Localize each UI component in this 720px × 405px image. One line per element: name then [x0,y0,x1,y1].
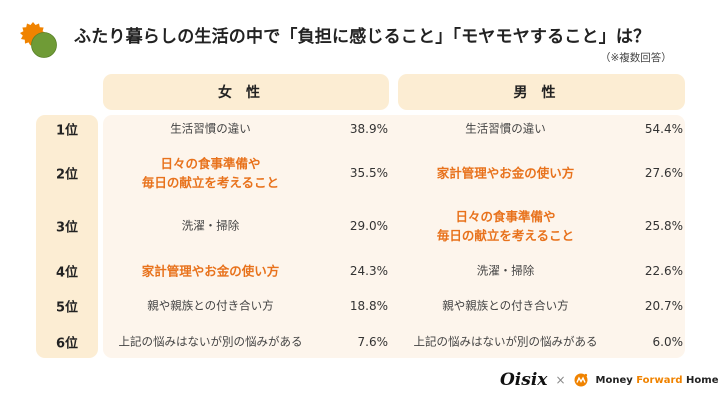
rank-label: 2位 [55,167,79,183]
men-item: 親や親族との付き合い方 [442,298,569,313]
women-item: 親や親族との付き合い方 [147,298,274,313]
rank-label: 6位 [55,336,79,352]
footer-logos: Oisix × Money Forward Home [500,370,718,390]
rank-label: 1位 [55,123,79,139]
men-percent: 27.6% [644,166,683,180]
men-percent: 22.6% [644,264,683,278]
men-percent: 6.0% [652,335,684,349]
mf-text-home: Home [682,374,719,386]
women-percent: 38.9% [349,122,388,136]
women-percent: 7.6% [357,335,389,349]
decorative-circles-icon [20,22,57,58]
header-men: 男性 [398,74,685,110]
header-women: 女性 [103,74,389,110]
page-title: ふたり暮らしの生活の中で「負担に感じること」「モヤモヤすること」は？ [74,27,651,47]
collab-times: × [555,373,566,387]
men-item: 洗濯・掃除 [476,263,535,278]
rank-label: 4位 [55,265,79,281]
women-percent: 24.3% [349,264,388,278]
money-forward-logo-icon [574,373,587,387]
men-percent: 25.8% [644,219,683,233]
men-percent: 54.4% [644,122,683,136]
men-item: 生活習慣の違い [465,121,546,136]
women-item: 上記の悩みはないが別の悩みがある [118,334,303,349]
women-percent: 29.0% [349,219,388,233]
men-item-highlight: 日々の食事準備や 毎日の献立を考えること [436,209,575,243]
women-item: 洗濯・掃除 [181,218,240,233]
women-item: 生活習慣の違い [170,121,251,136]
men-item-highlight: 家計管理やお金の使い方 [436,165,575,181]
women-percent: 35.5% [349,166,388,180]
women-percent: 18.8% [349,299,388,313]
rank-label: 5位 [55,300,79,316]
women-item-highlight: 家計管理やお金の使い方 [141,263,280,279]
multiple-answer-note: （※複数回答） [600,52,672,64]
women-item-highlight: 日々の食事準備や 毎日の献立を考えること [141,156,280,190]
rank-label: 3位 [55,220,79,236]
mf-text-forward: Forward [636,374,683,386]
oisix-logo: Oisix [500,370,548,390]
rank-column [36,115,98,358]
mf-text-money: Money [595,374,637,386]
men-item: 上記の悩みはないが別の悩みがある [413,334,598,349]
men-percent: 20.7% [644,299,683,313]
results-panel [103,115,685,358]
money-forward-home-logo: Money Forward Home [596,375,719,386]
